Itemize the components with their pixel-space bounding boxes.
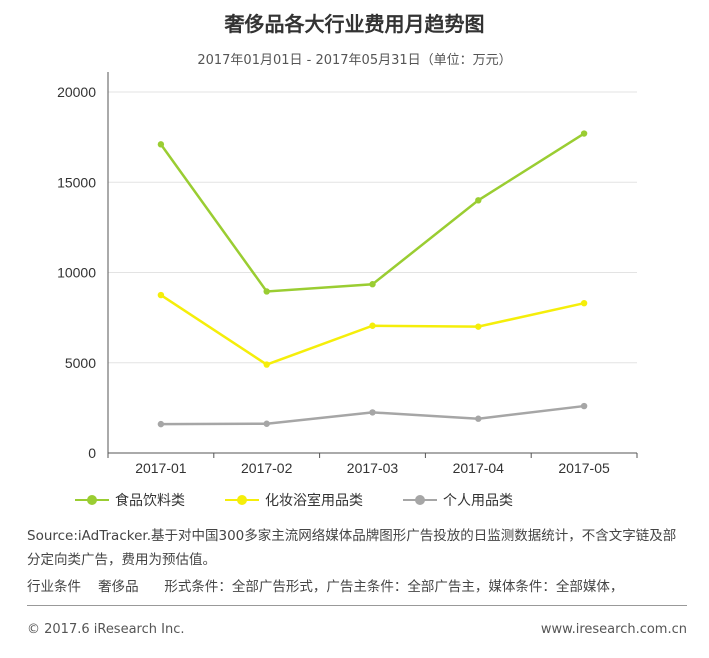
data-point — [580, 402, 588, 410]
x-tick-label: 2017-01 — [135, 460, 187, 476]
y-tick-label: 15000 — [57, 174, 96, 190]
data-point — [157, 420, 165, 428]
data-point — [157, 141, 165, 148]
y-tick-label: 10000 — [57, 265, 96, 281]
x-tick-label: 2017-02 — [241, 460, 293, 476]
legend-label: 个人用品类 — [443, 493, 513, 509]
data-point — [263, 288, 270, 295]
data-point — [263, 420, 270, 427]
x-tick-label: 2017-05 — [558, 460, 610, 476]
series-line — [159, 132, 585, 293]
legend-label: 食品饮料类 — [115, 493, 185, 509]
x-tick-label: 2017-04 — [453, 460, 505, 476]
copyright: © 2017.6 iResearch Inc. — [27, 622, 185, 637]
legend-item: 食品饮料类 — [75, 490, 185, 510]
data-point — [263, 361, 270, 368]
source-note: Source:iAdTracker.基于对中国300多家主流网络媒体品牌图形广告… — [27, 528, 677, 568]
data-point — [580, 130, 588, 137]
data-point — [369, 322, 376, 329]
data-point — [369, 409, 376, 416]
legend-swatch — [75, 494, 109, 506]
chart-title: 奢侈品各大行业费用月趋势图 — [224, 12, 485, 36]
series-line — [160, 294, 585, 366]
y-tick-label: 0 — [88, 445, 96, 461]
legend-item: 化妆浴室用品类 — [225, 490, 363, 510]
website-link[interactable]: www.iresearch.com.cn — [540, 622, 687, 637]
conditions-note: 行业条件 奢侈品 形式条件：全部广告形式，广告主条件：全部广告主，媒体条件：全部… — [27, 579, 624, 595]
chart-subtitle: 2017年01月01日 - 2017年05月31日（单位：万元） — [197, 53, 512, 68]
footer-divider — [27, 605, 687, 606]
x-tick-label: 2017-03 — [347, 460, 399, 476]
legend-swatch — [403, 494, 437, 506]
y-tick-label: 20000 — [57, 84, 96, 100]
data-point — [580, 299, 588, 307]
y-tick-label: 5000 — [65, 355, 96, 371]
chart-legend: 食品饮料类 化妆浴室用品类 个人用品类 — [75, 490, 513, 510]
data-point — [475, 197, 482, 204]
legend-swatch — [225, 494, 259, 506]
data-point — [157, 291, 165, 299]
data-point — [475, 415, 482, 422]
data-point — [475, 323, 482, 330]
legend-item: 个人用品类 — [403, 490, 513, 510]
data-point — [369, 281, 376, 288]
legend-label: 化妆浴室用品类 — [265, 493, 363, 509]
